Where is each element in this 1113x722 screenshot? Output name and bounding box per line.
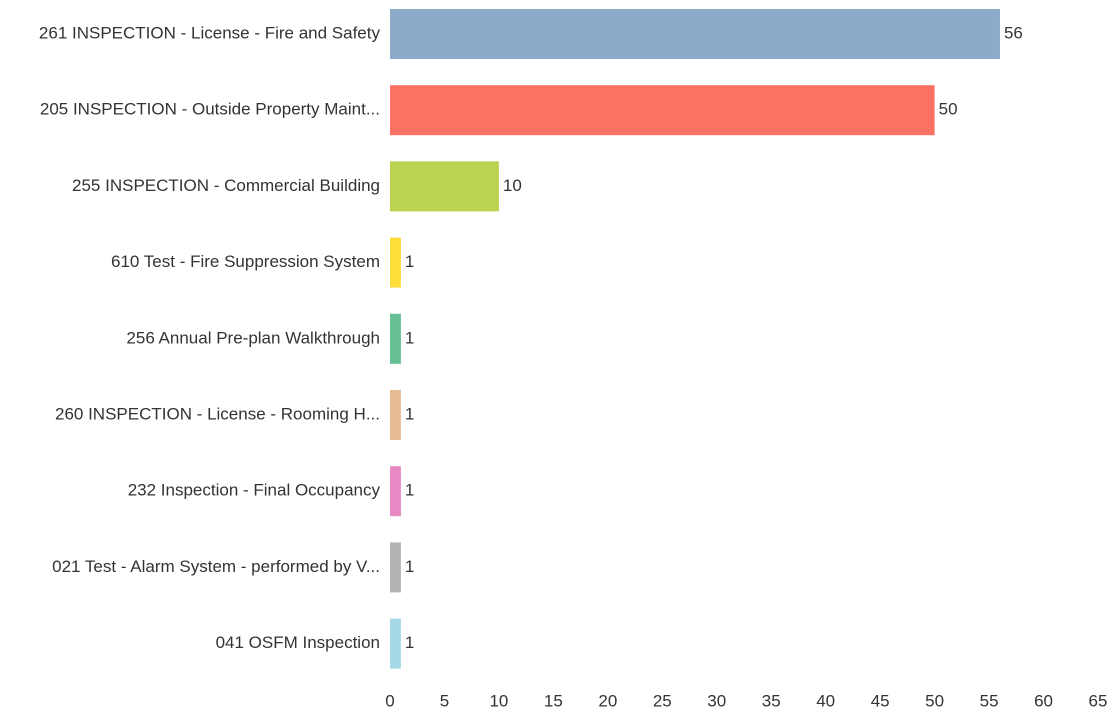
value-label: 56 xyxy=(1004,23,1023,42)
x-tick-label: 0 xyxy=(385,691,394,710)
x-tick-label: 20 xyxy=(598,691,617,710)
bar xyxy=(390,9,1000,59)
x-tick-label: 50 xyxy=(925,691,944,710)
value-label: 1 xyxy=(405,252,414,271)
x-tick-label: 5 xyxy=(440,691,449,710)
x-tick-label: 60 xyxy=(1034,691,1053,710)
bar xyxy=(390,542,401,593)
x-tick-label: 30 xyxy=(707,691,726,710)
y-tick-label: 021 Test - Alarm System - performed by V… xyxy=(52,557,380,576)
bar xyxy=(390,237,401,288)
value-label: 1 xyxy=(405,404,414,423)
y-tick-label: 041 OSFM Inspection xyxy=(216,633,380,652)
bar xyxy=(390,466,401,517)
x-tick-label: 65 xyxy=(1089,691,1108,710)
y-tick-label: 205 INSPECTION - Outside Property Maint.… xyxy=(40,100,380,119)
y-tick-label: 260 INSPECTION - License - Rooming H... xyxy=(55,404,380,423)
value-label: 1 xyxy=(405,557,414,576)
y-tick-label: 261 INSPECTION - License - Fire and Safe… xyxy=(39,23,381,42)
y-tick-label: 255 INSPECTION - Commercial Building xyxy=(72,176,380,195)
value-label: 1 xyxy=(405,633,414,652)
y-tick-label: 256 Annual Pre-plan Walkthrough xyxy=(126,328,380,347)
bar xyxy=(390,85,935,136)
y-tick-label: 610 Test - Fire Suppression System xyxy=(111,252,380,271)
y-tick-label: 232 Inspection - Final Occupancy xyxy=(128,481,381,500)
value-label: 50 xyxy=(939,100,958,119)
x-tick-label: 10 xyxy=(489,691,508,710)
x-tick-label: 45 xyxy=(871,691,890,710)
bar xyxy=(390,618,401,669)
bar xyxy=(390,161,499,212)
value-label: 1 xyxy=(405,481,414,500)
x-tick-label: 15 xyxy=(544,691,563,710)
bar xyxy=(390,390,401,440)
value-label: 1 xyxy=(405,328,414,347)
x-tick-label: 35 xyxy=(762,691,781,710)
x-tick-label: 25 xyxy=(653,691,672,710)
x-tick-label: 55 xyxy=(980,691,999,710)
bar xyxy=(390,313,401,364)
x-tick-label: 40 xyxy=(816,691,835,710)
value-label: 10 xyxy=(503,176,522,195)
